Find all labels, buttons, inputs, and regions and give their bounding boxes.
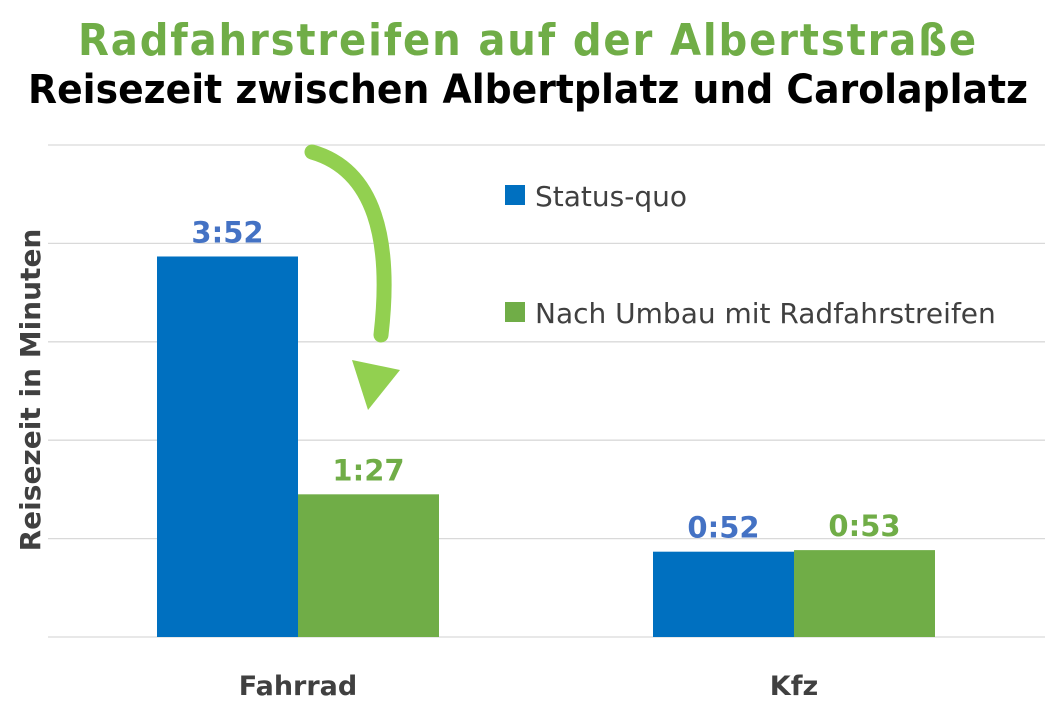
bar-kfz-series-1 <box>794 550 935 637</box>
x-tick-label: Kfz <box>770 671 818 702</box>
arrow-head <box>352 360 400 410</box>
data-label: 0:53 <box>828 509 900 543</box>
bar-fahrrad-series-0 <box>157 256 298 637</box>
data-label: 3:52 <box>191 215 263 249</box>
data-label: 0:52 <box>687 511 759 545</box>
legend: Status-quo Nach Umbau mit Radfahrstreifen <box>505 180 996 330</box>
data-label: 1:27 <box>332 453 404 487</box>
legend-label: Nach Umbau mit Radfahrstreifen <box>535 297 996 330</box>
arrow-shaft <box>304 144 392 343</box>
improvement-arrow <box>304 144 400 410</box>
legend-swatch <box>505 302 525 322</box>
y-axis-label: Reisezeit in Minuten <box>14 229 47 552</box>
x-tick-labels: Fahrrad Kfz <box>239 671 818 702</box>
chart-subtitle: Reisezeit zwischen Albertplatz und Carol… <box>28 67 1028 113</box>
bar-kfz-series-0 <box>653 551 794 637</box>
bars <box>157 256 935 637</box>
x-tick-label: Fahrrad <box>239 671 357 702</box>
chart-title: Radfahrstreifen auf der Albertstraße <box>78 15 978 66</box>
bar-fahrrad-series-1 <box>298 494 439 637</box>
legend-label: Status-quo <box>535 180 687 213</box>
data-labels: 3:52 0:52 1:27 0:53 <box>191 215 900 544</box>
legend-swatch <box>505 185 525 205</box>
